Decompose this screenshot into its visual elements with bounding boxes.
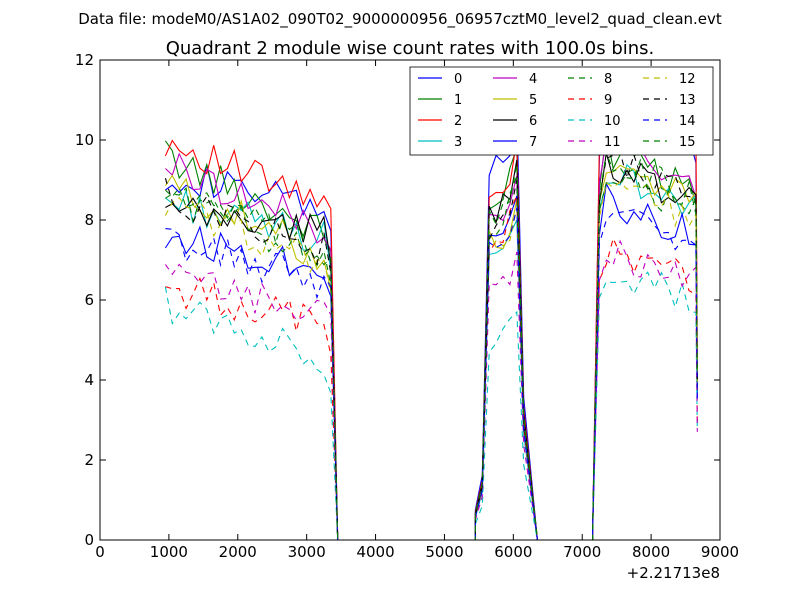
series-line-0 <box>165 107 698 540</box>
legend-label-14: 14 <box>679 114 696 129</box>
legend-label-15: 15 <box>679 135 696 150</box>
legend-label-8: 8 <box>604 72 612 87</box>
series-line-1 <box>164 132 698 540</box>
x-offset-label: +2.21713e8 <box>627 564 720 582</box>
legend-label-3: 3 <box>454 135 462 150</box>
series-line-10 <box>164 271 698 540</box>
legend-frame <box>409 66 714 156</box>
x-tick-label: 8000 <box>632 543 670 561</box>
x-tick-label: 9000 <box>701 543 739 561</box>
legend-label-2: 2 <box>454 114 462 129</box>
series-line-9 <box>165 195 698 540</box>
legend-label-7: 7 <box>529 135 537 150</box>
series-line-15 <box>165 151 698 540</box>
series-line-11 <box>164 239 698 540</box>
x-tick-label: 2000 <box>219 543 257 561</box>
chart-title: Quadrant 2 module wise count rates with … <box>166 38 655 59</box>
series-line-7 <box>164 181 698 540</box>
y-tick-label: 6 <box>84 291 94 309</box>
legend-label-1: 1 <box>454 93 462 108</box>
x-axis: 0 1000 2000 3000 4000 5000 6000 7000 8000 9000 <box>95 60 739 561</box>
y-tick-label: 2 <box>84 451 94 469</box>
series-line-8 <box>165 167 698 540</box>
y-tick-label: 12 <box>75 51 94 69</box>
legend-label-10: 10 <box>604 114 621 129</box>
series-line-12 <box>164 181 698 540</box>
x-tick-label: 3000 <box>288 543 326 561</box>
series-layer <box>164 90 698 540</box>
x-tick-label: 6000 <box>494 543 532 561</box>
x-tick-label: 0 <box>95 543 105 561</box>
legend-label-4: 4 <box>529 72 537 87</box>
legend-label-12: 12 <box>679 72 696 87</box>
series-line-5 <box>164 164 698 540</box>
series-line-4 <box>165 134 698 540</box>
legend-label-5: 5 <box>529 93 537 108</box>
y-tick-label: 0 <box>84 531 94 549</box>
y-tick-label: 8 <box>84 211 94 229</box>
legend-label-13: 13 <box>679 93 696 108</box>
x-tick-label: 5000 <box>425 543 463 561</box>
x-tick-label: 7000 <box>563 543 601 561</box>
x-tick-label: 4000 <box>356 543 394 561</box>
figure-suptitle: Data file: modeM0/AS1A02_090T02_90000009… <box>78 10 722 29</box>
legend-label-11: 11 <box>604 135 621 150</box>
legend-label-6: 6 <box>529 114 537 129</box>
legend-label-0: 0 <box>454 72 462 87</box>
y-tick-label: 4 <box>84 371 94 389</box>
y-tick-label: 10 <box>75 131 94 149</box>
x-tick-label: 1000 <box>150 543 188 561</box>
series-line-6 <box>165 152 698 540</box>
legend-label-9: 9 <box>604 93 612 108</box>
series-line-13 <box>164 151 698 540</box>
